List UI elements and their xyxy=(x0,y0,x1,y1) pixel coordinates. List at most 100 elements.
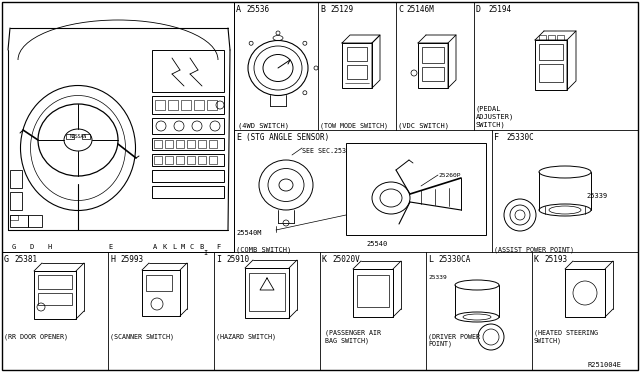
Text: 25540M: 25540M xyxy=(236,230,262,236)
Bar xyxy=(187,156,195,164)
Text: 25260P: 25260P xyxy=(438,173,461,178)
Bar xyxy=(347,47,367,61)
Bar xyxy=(418,43,448,88)
Text: I: I xyxy=(203,250,207,256)
Bar xyxy=(2,2,234,252)
Bar xyxy=(152,118,224,134)
Bar xyxy=(249,273,285,311)
Text: (VDC SWITCH): (VDC SWITCH) xyxy=(398,122,449,128)
Text: 25330C: 25330C xyxy=(506,133,534,142)
Text: (RR DOOR OPENER): (RR DOOR OPENER) xyxy=(4,333,68,340)
Text: R251004E: R251004E xyxy=(588,362,622,368)
Bar xyxy=(142,270,180,316)
Text: H: H xyxy=(110,255,115,264)
Bar xyxy=(565,269,605,317)
Bar xyxy=(245,268,289,318)
Text: ADJUSTER): ADJUSTER) xyxy=(476,113,515,119)
Bar xyxy=(209,140,217,148)
Bar xyxy=(539,35,546,40)
Text: NISSAN: NISSAN xyxy=(69,134,86,138)
Bar xyxy=(165,140,173,148)
Text: 25339: 25339 xyxy=(586,193,607,199)
Bar xyxy=(209,156,217,164)
Text: B: B xyxy=(320,5,325,14)
Bar xyxy=(557,35,564,40)
Text: 25129: 25129 xyxy=(330,5,353,14)
Bar xyxy=(155,100,165,110)
Text: 25020V: 25020V xyxy=(332,255,360,264)
Bar xyxy=(10,215,28,227)
Bar xyxy=(152,50,224,92)
Text: (SCANNER SWITCH): (SCANNER SWITCH) xyxy=(110,333,174,340)
Bar xyxy=(10,215,18,220)
Bar xyxy=(194,100,204,110)
Bar xyxy=(198,156,206,164)
Text: I: I xyxy=(216,255,221,264)
Text: F: F xyxy=(216,244,220,250)
Text: D: D xyxy=(30,244,34,250)
Bar xyxy=(346,143,486,235)
Text: F: F xyxy=(494,133,499,142)
Text: M: M xyxy=(181,244,185,250)
Text: K: K xyxy=(163,244,167,250)
Text: L: L xyxy=(428,255,433,264)
Bar xyxy=(168,100,178,110)
Text: 25339: 25339 xyxy=(428,275,447,280)
Bar xyxy=(347,65,367,79)
Text: C: C xyxy=(398,5,403,14)
Bar xyxy=(38,275,72,289)
Text: (PEDAL: (PEDAL xyxy=(476,105,502,112)
Bar xyxy=(165,156,173,164)
Bar xyxy=(422,67,444,81)
Bar xyxy=(176,156,184,164)
Bar xyxy=(187,140,195,148)
Text: L: L xyxy=(172,244,176,250)
Bar xyxy=(548,35,555,40)
Bar xyxy=(539,44,563,60)
Text: A: A xyxy=(153,244,157,250)
Bar xyxy=(28,215,42,227)
Text: (ASSIST POWER POINT): (ASSIST POWER POINT) xyxy=(494,246,574,253)
Text: H: H xyxy=(48,244,52,250)
Text: (TOW MODE SWITCH): (TOW MODE SWITCH) xyxy=(320,122,388,128)
Text: 25193: 25193 xyxy=(544,255,567,264)
Bar xyxy=(34,271,76,319)
Text: SEE SEC.253: SEE SEC.253 xyxy=(302,148,346,154)
Bar xyxy=(154,156,162,164)
Bar xyxy=(10,170,22,188)
Text: SWITCH): SWITCH) xyxy=(476,121,506,128)
Text: 25330CA: 25330CA xyxy=(438,255,470,264)
Bar xyxy=(152,154,224,166)
Text: (4WD SWITCH): (4WD SWITCH) xyxy=(238,122,289,128)
Text: K: K xyxy=(322,255,327,264)
Bar xyxy=(10,192,22,210)
Text: C: C xyxy=(190,244,194,250)
Text: K: K xyxy=(534,255,539,264)
Bar xyxy=(38,293,72,305)
Bar xyxy=(181,100,191,110)
Bar xyxy=(535,40,567,90)
Text: 25381: 25381 xyxy=(14,255,37,264)
Text: (HAZARD SWITCH): (HAZARD SWITCH) xyxy=(216,333,276,340)
Bar xyxy=(152,170,224,182)
Text: G: G xyxy=(12,244,16,250)
Text: (DRIVER POWER
POINT): (DRIVER POWER POINT) xyxy=(428,333,480,347)
Bar xyxy=(353,269,393,317)
Bar xyxy=(152,138,224,150)
Text: D: D xyxy=(476,5,481,14)
Bar xyxy=(152,96,224,114)
Bar xyxy=(422,47,444,63)
Bar xyxy=(66,134,74,139)
Text: E: E xyxy=(236,133,241,142)
Text: (HEATED STEERING
SWITCH): (HEATED STEERING SWITCH) xyxy=(534,330,598,344)
Text: 25993: 25993 xyxy=(120,255,143,264)
Text: 25536: 25536 xyxy=(246,5,269,14)
Text: (PASSENGER AIR
BAG SWITCH): (PASSENGER AIR BAG SWITCH) xyxy=(325,330,381,344)
Text: B: B xyxy=(200,244,204,250)
Bar xyxy=(152,186,224,198)
Bar xyxy=(207,100,217,110)
Bar xyxy=(82,134,90,139)
Text: (COMB SWITCH): (COMB SWITCH) xyxy=(236,246,291,253)
Bar xyxy=(154,140,162,148)
Bar xyxy=(176,140,184,148)
